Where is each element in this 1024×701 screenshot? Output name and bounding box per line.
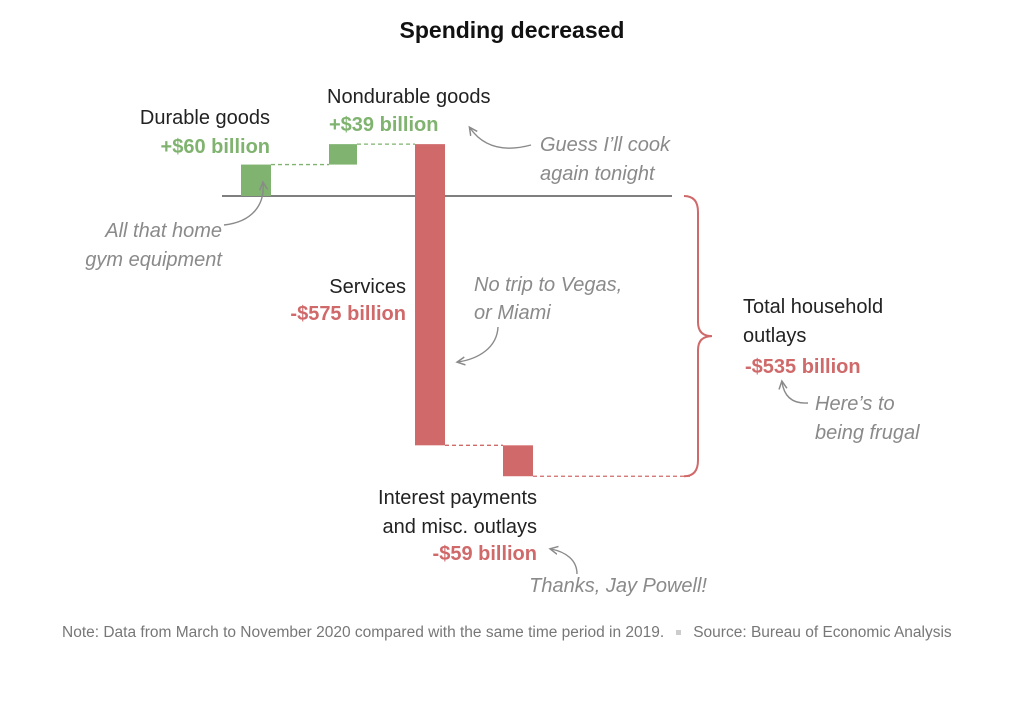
annotation-services-line1: No trip to Vegas,	[474, 274, 622, 296]
chart-title: Spending decreased	[400, 17, 625, 43]
annotation-total-line1: Here’s to	[815, 393, 895, 415]
value-nondurable-goods: +$39 billion	[329, 114, 438, 136]
label-total-line2: outlays	[743, 325, 806, 347]
separator-dot	[676, 630, 682, 636]
total-brace	[683, 195, 713, 478]
label-nondurable-goods: Nondurable goods	[327, 86, 490, 108]
label-interest-line2: and misc. outlays	[382, 516, 537, 538]
arrow-total	[782, 382, 809, 404]
bar-durable-goods	[241, 164, 271, 196]
annotation-services-line2: or Miami	[474, 302, 551, 324]
bar-services	[415, 144, 445, 446]
label-durable-goods: Durable goods	[140, 107, 270, 129]
annotation-durable-line2: gym equipment	[85, 249, 223, 271]
bar-nondurable-goods	[329, 144, 357, 165]
label-services: Services	[329, 276, 406, 298]
footnote: Note: Data from March to November 2020 c…	[62, 620, 972, 646]
arrow-nondurable	[470, 128, 532, 149]
annotation-interest: Thanks, Jay Powell!	[529, 575, 707, 597]
value-total: -$535 billion	[745, 356, 861, 378]
footnote-source: Source: Bureau of Economic Analysis	[693, 624, 952, 641]
arrow-services	[458, 326, 499, 362]
arrow-interest	[551, 549, 578, 575]
value-durable-goods: +$60 billion	[161, 136, 270, 158]
label-total-line1: Total household	[743, 296, 883, 318]
footnote-note: Note: Data from March to November 2020 c…	[62, 624, 665, 641]
annotation-nondurable-line2: again tonight	[540, 163, 656, 185]
arrow-durable	[223, 183, 263, 226]
waterfall-chart: Spending decreased Durable goods +$60 bi…	[85, 17, 920, 597]
bar-interest-payments	[503, 445, 533, 477]
annotation-durable-line1: All that home	[104, 220, 222, 242]
label-interest-line1: Interest payments	[378, 487, 537, 509]
annotation-nondurable-line1: Guess I’ll cook	[540, 134, 671, 156]
annotation-total-line2: being frugal	[815, 422, 920, 444]
value-services: -$575 billion	[290, 303, 406, 325]
value-interest: -$59 billion	[433, 543, 537, 565]
